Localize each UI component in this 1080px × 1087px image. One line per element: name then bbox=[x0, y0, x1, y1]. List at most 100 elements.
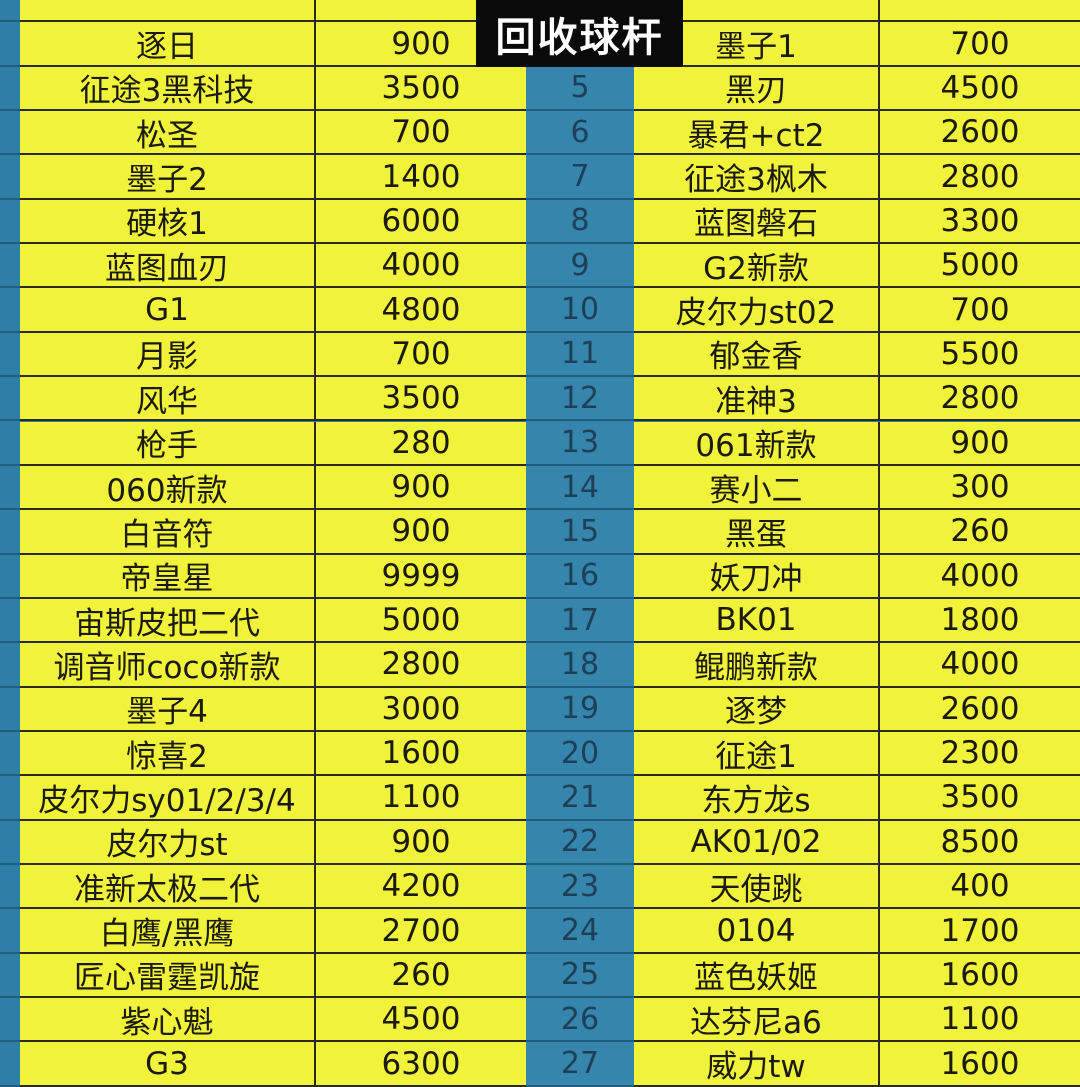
row-strip bbox=[0, 687, 20, 732]
left-price-cell: 280 bbox=[316, 421, 526, 466]
right-price-cell: 1600 bbox=[880, 1042, 1080, 1087]
table-row: 征途3黑科技 3500 5 黑刃 4500 bbox=[0, 66, 1080, 112]
right-name-cell: 征途3枫木 bbox=[634, 155, 880, 200]
row-number-cell: 15 bbox=[526, 510, 634, 555]
left-name-cell: 匠心雷霆凯旋 bbox=[20, 953, 316, 999]
right-price-cell bbox=[880, 0, 1080, 23]
row-strip bbox=[0, 465, 20, 511]
overlay-title: 回收球杆 bbox=[476, 0, 683, 67]
right-name-cell: 达芬尼a6 bbox=[634, 998, 880, 1043]
table-row: 月影 700 11 郁金香 5500 bbox=[0, 332, 1080, 378]
row-number-cell: 21 bbox=[526, 776, 634, 821]
right-name-cell: 鲲鹏新款 bbox=[634, 643, 880, 688]
left-price-cell: 1400 bbox=[316, 155, 526, 200]
left-price-cell: 3500 bbox=[316, 66, 526, 112]
table-row: 皮尔力sy01/2/3/4 1100 21 东方龙s 3500 bbox=[0, 776, 1080, 821]
row-number-cell: 17 bbox=[526, 598, 634, 644]
left-price-cell: 700 bbox=[316, 332, 526, 378]
table-row: 准新太极二代 4200 23 天使跳 400 bbox=[0, 865, 1080, 910]
left-name-cell: 皮尔力sy01/2/3/4 bbox=[20, 776, 316, 821]
left-name-cell: 060新款 bbox=[20, 465, 316, 511]
right-name-cell: 赛小二 bbox=[634, 465, 880, 511]
right-name-cell: AK01/02 bbox=[634, 820, 880, 865]
right-price-cell: 700 bbox=[880, 288, 1080, 333]
left-name-cell: 紫心魁 bbox=[20, 998, 316, 1043]
left-name-cell: 准新太极二代 bbox=[20, 865, 316, 910]
right-price-cell: 700 bbox=[880, 22, 1080, 67]
left-price-cell: 4000 bbox=[316, 244, 526, 289]
right-price-cell: 1100 bbox=[880, 998, 1080, 1043]
row-strip bbox=[0, 865, 20, 910]
table-row: 紫心魁 4500 26 达芬尼a6 1100 bbox=[0, 998, 1080, 1043]
right-price-cell: 300 bbox=[880, 465, 1080, 511]
right-name-cell: 妖刀冲 bbox=[634, 554, 880, 599]
right-price-cell: 400 bbox=[880, 865, 1080, 910]
table-row: G3 6300 27 威力tw 1600 bbox=[0, 1042, 1080, 1087]
right-price-cell: 4000 bbox=[880, 643, 1080, 688]
left-name-cell bbox=[20, 0, 316, 23]
right-name-cell: 黑蛋 bbox=[634, 510, 880, 555]
right-name-cell: 东方龙s bbox=[634, 776, 880, 821]
left-price-cell: 4800 bbox=[316, 288, 526, 333]
left-name-cell: 风华 bbox=[20, 377, 316, 422]
right-name-cell: G2新款 bbox=[634, 244, 880, 289]
right-price-cell: 2300 bbox=[880, 731, 1080, 777]
row-strip bbox=[0, 199, 20, 245]
right-name-cell bbox=[634, 0, 880, 23]
left-price-cell: 4200 bbox=[316, 865, 526, 910]
left-name-cell: 皮尔力st bbox=[20, 820, 316, 865]
right-price-cell: 900 bbox=[880, 421, 1080, 466]
right-name-cell: BK01 bbox=[634, 598, 880, 644]
right-name-cell: 0104 bbox=[634, 909, 880, 954]
right-name-cell: 黑刃 bbox=[634, 66, 880, 112]
row-strip bbox=[0, 598, 20, 644]
row-strip bbox=[0, 288, 20, 333]
right-name-cell: 061新款 bbox=[634, 421, 880, 466]
table-row: 蓝图血刃 4000 9 G2新款 5000 bbox=[0, 244, 1080, 289]
row-strip bbox=[0, 820, 20, 865]
table-row: 060新款 900 14 赛小二 300 bbox=[0, 465, 1080, 511]
right-name-cell: 皮尔力st02 bbox=[634, 288, 880, 333]
row-strip bbox=[0, 244, 20, 289]
row-strip bbox=[0, 643, 20, 688]
right-price-cell: 1600 bbox=[880, 953, 1080, 999]
right-name-cell: 郁金香 bbox=[634, 332, 880, 378]
row-strip bbox=[0, 0, 20, 23]
left-name-cell: 蓝图血刃 bbox=[20, 244, 316, 289]
row-strip bbox=[0, 554, 20, 599]
row-strip bbox=[0, 421, 20, 466]
left-price-cell: 900 bbox=[316, 820, 526, 865]
right-name-cell: 蓝色妖姬 bbox=[634, 953, 880, 999]
table-row: 皮尔力st 900 22 AK01/02 8500 bbox=[0, 820, 1080, 865]
row-strip bbox=[0, 377, 20, 422]
left-name-cell: 墨子2 bbox=[20, 155, 316, 200]
row-strip bbox=[0, 776, 20, 821]
right-price-cell: 3300 bbox=[880, 199, 1080, 245]
right-name-cell: 准神3 bbox=[634, 377, 880, 422]
right-name-cell: 暴君+ct2 bbox=[634, 111, 880, 156]
table-row: 匠心雷霆凯旋 260 25 蓝色妖姬 1600 bbox=[0, 953, 1080, 999]
left-price-cell: 260 bbox=[316, 953, 526, 999]
table-row: 枪手 280 13 061新款 900 bbox=[0, 421, 1080, 466]
right-price-cell: 1800 bbox=[880, 598, 1080, 644]
left-name-cell: 白音符 bbox=[20, 510, 316, 555]
table-row: G1 4800 10 皮尔力st02 700 bbox=[0, 288, 1080, 333]
row-number-cell: 9 bbox=[526, 244, 634, 289]
table-row: 墨子4 3000 19 逐梦 2600 bbox=[0, 687, 1080, 732]
row-number-cell: 13 bbox=[526, 421, 634, 466]
table-row: 惊喜2 1600 20 征途1 2300 bbox=[0, 731, 1080, 777]
left-price-cell: 1100 bbox=[316, 776, 526, 821]
table-row: 帝皇星 9999 16 妖刀冲 4000 bbox=[0, 554, 1080, 599]
row-number-cell: 10 bbox=[526, 288, 634, 333]
table-row: 白音符 900 15 黑蛋 260 bbox=[0, 510, 1080, 555]
row-number-cell: 23 bbox=[526, 865, 634, 910]
right-price-cell: 3500 bbox=[880, 776, 1080, 821]
left-name-cell: 逐日 bbox=[20, 22, 316, 67]
partial-row bbox=[0, 0, 1080, 23]
row-strip bbox=[0, 510, 20, 555]
table-row: 墨子2 1400 7 征途3枫木 2800 bbox=[0, 155, 1080, 200]
row-strip bbox=[0, 998, 20, 1043]
row-number-cell: 19 bbox=[526, 687, 634, 732]
row-strip bbox=[0, 155, 20, 200]
row-number-cell: 8 bbox=[526, 199, 634, 245]
